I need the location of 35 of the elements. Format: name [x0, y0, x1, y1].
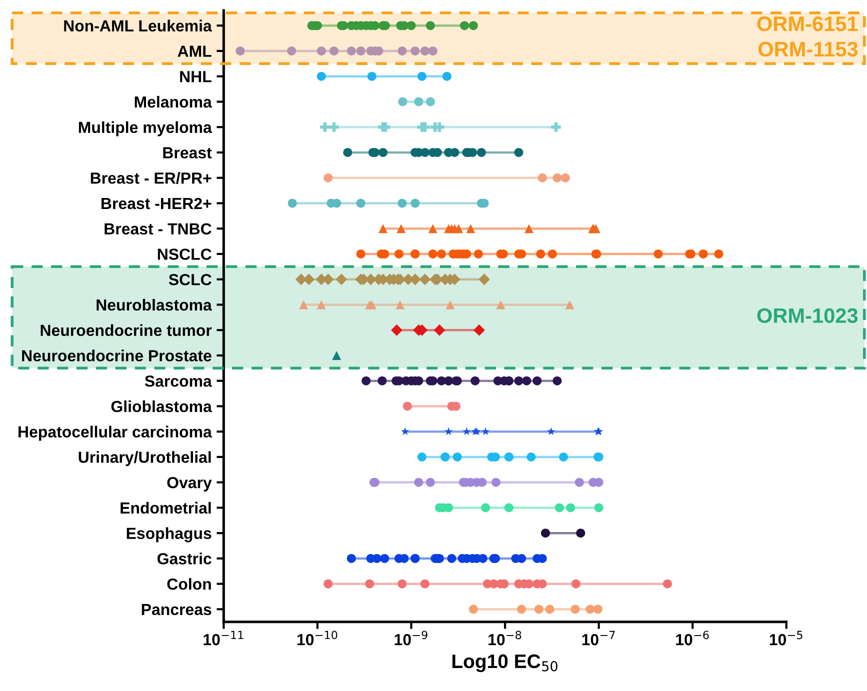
y-tick-label: Endometrial [120, 502, 211, 514]
y-tick-label: SCLC [168, 274, 212, 286]
y-tick-label: Urinary/Urothelial [78, 451, 211, 466]
y-tick-label: Breast - TNBC [104, 223, 212, 235]
x-tick-label: 10$^{−11}$ [204, 630, 244, 646]
x-tick-label: 10$^{−9}$ [394, 630, 428, 646]
x-tick-label: 10$^{−10}$ [297, 630, 338, 646]
x-tick-label: 10$^{−6}$ [676, 630, 709, 646]
y-tick-label: NSCLC [158, 248, 212, 260]
y-tick-label: NHL [180, 71, 212, 82]
y-tick-label: Breast - ER/PR+ [90, 172, 212, 184]
y-tick-label: Multiple myeloma [78, 121, 212, 136]
y-tick-label: Melanoma [134, 96, 212, 108]
y-tick-label: AML [178, 46, 212, 57]
y-tick-label: Non-AML Leukemia [64, 20, 212, 32]
band-label: ORM-1023 [757, 308, 858, 324]
y-tick-label: Breast -HER2+ [102, 198, 212, 210]
y-tick-label: Ovary [167, 476, 212, 492]
x-tick-label: 10$^{−7}$ [582, 630, 615, 646]
y-tick-label: Sarcoma [144, 375, 212, 387]
y-tick-label: Hepatocellular carcinoma [18, 426, 212, 441]
y-tick-label: Colon [167, 578, 211, 590]
band-label: ORM-1153 [758, 42, 858, 57]
y-tick-label: Breast [163, 147, 212, 158]
y-tick-label: Neuroendocrine tumor [40, 324, 212, 336]
y-tick-label: Pancreas [142, 604, 212, 616]
y-tick-label: Neuroendocrine Prostate [22, 350, 212, 362]
band-label: ORM-6151 [757, 16, 858, 32]
y-tick-label: Glioblastoma [111, 400, 212, 412]
y-tick-label: Gastric [157, 552, 212, 564]
x-tick-label: 10$^{−5}$ [770, 630, 802, 646]
x-tick-label: 10$^{−8}$ [488, 630, 522, 646]
y-tick-label: Neuroblastoma [96, 298, 212, 311]
x-axis-title: Log10 EC$_{50}$ [452, 654, 558, 672]
y-tick-label: Esophagus [126, 527, 212, 542]
